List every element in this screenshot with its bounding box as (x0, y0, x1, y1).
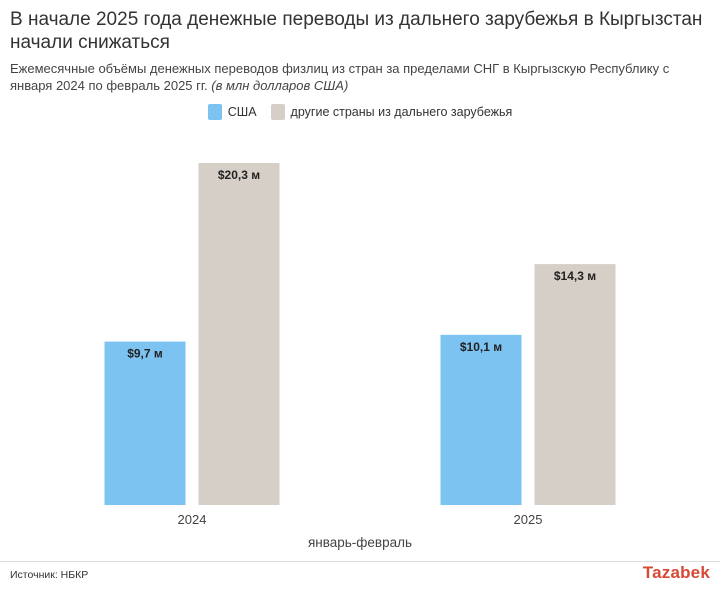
footer-divider (0, 561, 720, 562)
bar-usa-2025 (440, 334, 522, 505)
x-tick-label-2025: 2025 (514, 512, 543, 527)
bar-other-2025 (534, 264, 616, 505)
chart-title: В начале 2025 года денежные переводы из … (10, 9, 703, 53)
subtitle-unit: (в млн долларов США) (211, 78, 349, 93)
legend-swatch-usa (207, 104, 222, 120)
bar-value-label-other-2025: $14,3 м (554, 269, 596, 283)
x-axis-title: январь-февраль (307, 535, 413, 550)
bar-value-label-usa-2024: $9,7 м (127, 347, 163, 361)
legend-item-usa: США (207, 104, 257, 120)
legend-swatch-other (270, 104, 285, 120)
legend-item-other: другие страны из дальнего зарубежья (270, 104, 513, 120)
tazabek-logo: Tazabek (642, 563, 710, 582)
bar-usa-2024 (104, 341, 186, 505)
legend-label-other: другие страны из дальнего зарубежья (290, 105, 513, 119)
bar-value-label-usa-2025: $10,1 м (460, 340, 502, 354)
x-tick-label-2024: 2024 (178, 512, 207, 527)
chart-subtitle: Ежемесячные объёмы денежных переводов фи… (10, 60, 715, 94)
subtitle-text: Ежемесячные объёмы денежных переводов фи… (10, 61, 670, 93)
source-note: Источник: НБКР (10, 569, 89, 581)
legend: США другие страны из дальнего зарубежья (0, 104, 720, 120)
legend-label-usa: США (227, 105, 257, 119)
bar-value-label-other-2024: $20,3 м (218, 168, 260, 182)
bar-chart: $9,7 м $20,3 м 2024 $10,1 м $14,3 м 2025 (104, 163, 616, 527)
bar-other-2024 (198, 163, 280, 505)
